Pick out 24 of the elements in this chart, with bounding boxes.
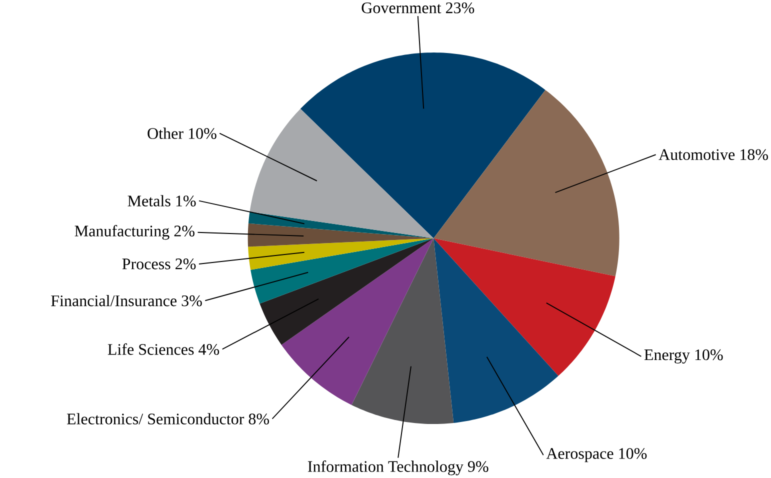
data-label: 2% bbox=[176, 258, 196, 270]
slice-label: Energy bbox=[644, 350, 690, 364]
slice-label: Electronics/ Semiconductor bbox=[66, 413, 244, 425]
data-label: 1% bbox=[176, 196, 196, 207]
data-label: 10% bbox=[188, 128, 216, 140]
data-label: 9% bbox=[468, 461, 488, 472]
slice-label: Metals bbox=[128, 195, 170, 207]
slice-label: Manufacturing bbox=[74, 225, 170, 240]
data-label: 10% bbox=[619, 448, 647, 460]
slice-label: Process bbox=[122, 258, 170, 270]
data-label: 10% bbox=[695, 350, 723, 360]
slice-label: Government bbox=[362, 2, 442, 14]
slice-label: Other bbox=[148, 128, 184, 140]
data-label: 18% bbox=[740, 149, 768, 160]
data-label: 8% bbox=[248, 414, 270, 425]
slice-label: Automotive bbox=[658, 149, 735, 160]
data-label: 2% bbox=[174, 226, 194, 237]
data-label: 23% bbox=[446, 2, 474, 14]
data-label: 3% bbox=[182, 296, 202, 306]
data-label: 4% bbox=[198, 344, 220, 356]
slice-label: Financial/Insurance bbox=[51, 295, 177, 306]
slice-label: Life Sciences bbox=[108, 344, 194, 355]
slice-label: Information Technology bbox=[308, 460, 464, 476]
slice-label: Aerospace bbox=[546, 448, 614, 462]
